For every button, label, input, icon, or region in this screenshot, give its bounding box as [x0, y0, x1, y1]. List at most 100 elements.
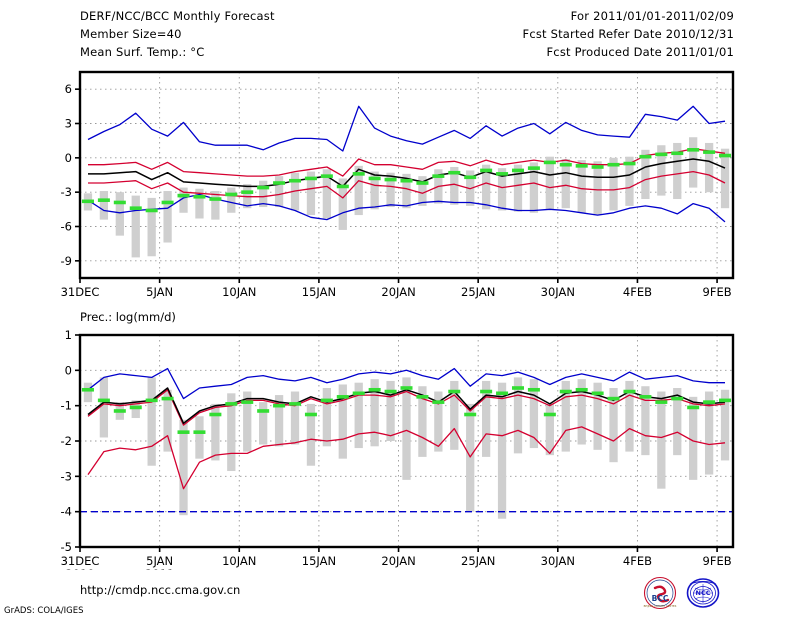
ensemble-range-box [338, 384, 347, 459]
median-marker [719, 398, 732, 403]
y-axis-tick-label: -5 [61, 540, 72, 554]
median-marker [400, 178, 413, 183]
series-q25 [87, 426, 726, 490]
median-marker [591, 391, 604, 396]
ensemble-range-box [577, 160, 586, 213]
ensemble-range-box [561, 380, 570, 452]
median-marker [177, 193, 190, 198]
median-marker [320, 398, 333, 403]
x-axis-tick-label: 9FEB [703, 285, 732, 299]
ensemble-range-box [593, 161, 602, 216]
median-marker [480, 168, 493, 173]
ensemble-range-box [163, 191, 172, 243]
ensemble-range-box [689, 396, 698, 480]
ensemble-range-box [577, 379, 586, 445]
median-marker [368, 387, 381, 392]
x-axis-tick-label: 25JAN [461, 554, 495, 568]
median-marker [273, 181, 286, 185]
ensemble-range-box [466, 403, 475, 512]
ensemble-range-box [497, 382, 507, 519]
series-max [87, 367, 725, 400]
x-axis-year-label: 2010 [65, 567, 94, 570]
ensemble-range-box [545, 156, 554, 210]
ensemble-range-box [386, 380, 395, 441]
ensemble-range-box [673, 142, 682, 200]
median-marker [113, 200, 126, 205]
x-axis-tick-label: 10JAN [222, 285, 256, 299]
median-marker [241, 400, 254, 404]
member-size-label: Member Size=40 [80, 27, 182, 41]
forecast-start-date: Fcst Started Refer Date 2010/12/31 [522, 27, 734, 41]
x-axis-tick-label: 4FEB [623, 554, 652, 568]
temperature-panel-title: Mean Surf. Temp.: °C [80, 45, 205, 59]
website-url[interactable]: http://cmdp.ncc.cma.gov.cn [80, 583, 241, 597]
median-marker [304, 412, 317, 417]
median-marker [273, 403, 286, 408]
median-marker [113, 409, 126, 413]
ensemble-range-box [561, 158, 570, 209]
ensemble-range-box [625, 380, 634, 452]
median-marker [161, 200, 174, 205]
ncc-logo: NCC [686, 576, 720, 610]
ensemble-range-box [720, 389, 730, 461]
ensemble-range-box [195, 416, 204, 459]
median-marker [145, 398, 158, 403]
svg-text:NCC: NCC [696, 589, 711, 597]
ensemble-range-box [450, 166, 459, 205]
median-marker [416, 181, 429, 185]
x-axis-tick-label: 20JAN [381, 285, 415, 299]
ensemble-range-box [641, 149, 650, 200]
median-marker [193, 194, 206, 199]
median-marker [209, 412, 222, 417]
median-marker [575, 164, 588, 168]
median-marker [225, 402, 238, 406]
x-axis-tick-label: 31DEC [61, 554, 100, 568]
median-marker [400, 386, 413, 390]
median-marker [623, 389, 636, 394]
y-axis-tick-label: -9 [61, 254, 72, 268]
ensemble-range-box [370, 379, 379, 447]
y-axis-tick-label: -3 [61, 185, 72, 199]
ensemble-range-box [131, 195, 140, 258]
ensemble-range-box [641, 386, 650, 456]
x-axis-tick-label: 31DEC [61, 285, 100, 299]
ensemble-range-box [83, 382, 93, 403]
ensemble-range-box [195, 188, 204, 219]
ensemble-range-box [609, 388, 618, 463]
median-marker [655, 152, 668, 157]
median-marker [511, 386, 524, 390]
median-marker [639, 395, 652, 399]
ensemble-range-box [529, 379, 539, 449]
ensemble-range-box [211, 403, 220, 461]
median-marker [384, 389, 397, 394]
median-marker [687, 405, 700, 410]
ensemble-range-box [274, 395, 284, 447]
page-title: DERF/NCC/BCC Monthly Forecast [80, 9, 275, 23]
median-marker [352, 172, 365, 176]
median-marker [448, 170, 461, 175]
median-marker [320, 174, 333, 178]
x-axis-year-label: 2011 [145, 567, 174, 570]
series-q75 [87, 389, 726, 426]
median-marker [687, 148, 700, 152]
y-axis-tick-label: -2 [61, 434, 72, 448]
precipitation-panel-title: Prec.: log(mm/d) [80, 310, 176, 324]
forecast-produced-date: Fcst Produced Date 2011/01/01 [546, 45, 734, 59]
median-marker [352, 391, 365, 396]
precipitation-chart: 1 0 -1 -2 -3 -4 -531DEC2010 5JAN2011 10JAN 15JAN 2… [0, 325, 800, 570]
ensemble-range-box [211, 191, 220, 220]
ensemble-range-box [290, 391, 300, 445]
median-marker [225, 192, 238, 197]
median-marker [496, 391, 509, 396]
x-axis-tick-label: 20JAN [381, 554, 415, 568]
x-axis-year-label: 2010 [65, 298, 94, 300]
plot-frame [78, 70, 735, 280]
x-axis-tick-label: 9FEB [703, 554, 732, 568]
y-axis-tick-label: -4 [61, 505, 72, 519]
median-marker [289, 402, 302, 406]
median-marker [464, 412, 477, 417]
x-axis-tick-label: 15JAN [302, 285, 336, 299]
ensemble-range-box [513, 164, 523, 212]
y-axis-tick-label: 1 [65, 328, 72, 342]
